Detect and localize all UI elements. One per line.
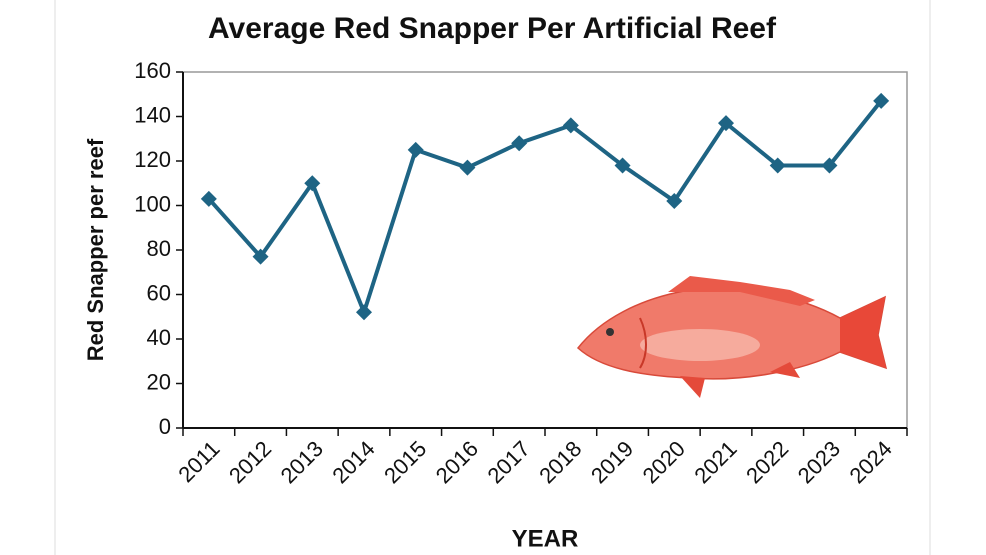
marker xyxy=(666,193,683,210)
marker xyxy=(304,175,321,192)
y-tick-label: 20 xyxy=(147,369,171,394)
y-tick-label: 120 xyxy=(134,147,171,172)
x-tick-label: 2018 xyxy=(534,436,586,488)
marker xyxy=(614,157,631,174)
x-tick-label: 2011 xyxy=(173,436,224,487)
x-tick-label: 2012 xyxy=(224,436,276,488)
marker xyxy=(200,190,217,207)
plot-area xyxy=(182,71,908,429)
marker xyxy=(511,135,528,152)
x-tick-label: 2022 xyxy=(741,436,793,488)
y-tick-label: 140 xyxy=(134,102,171,127)
y-tick-label: 60 xyxy=(147,280,171,305)
line xyxy=(207,99,883,315)
x-tick-label: 2016 xyxy=(431,436,483,488)
marker xyxy=(821,157,838,174)
y-tick-label: 160 xyxy=(134,58,171,83)
x-tick-label: 2015 xyxy=(379,436,431,488)
marker xyxy=(407,141,424,158)
x-axis-label: YEAR xyxy=(512,525,579,552)
marker xyxy=(873,92,890,109)
marker xyxy=(459,159,476,176)
y-tick-label: 80 xyxy=(147,236,171,261)
marker xyxy=(252,248,269,265)
y-tick-label: 0 xyxy=(159,414,171,439)
marker xyxy=(356,304,372,321)
marker xyxy=(562,117,579,134)
x-tick-label: 2014 xyxy=(327,436,379,488)
y-tick-label: 100 xyxy=(134,191,171,216)
y-axis-label: Red Snapper per reef xyxy=(83,138,108,361)
fish-illustration xyxy=(576,276,888,398)
marker xyxy=(769,157,786,174)
x-tick-label: 2024 xyxy=(844,436,896,488)
x-tick-label: 2019 xyxy=(586,436,638,488)
x-tick-label: 2017 xyxy=(482,436,534,488)
marker xyxy=(718,115,734,132)
x-tick-label: 2013 xyxy=(276,436,328,488)
x-tick-label: 2020 xyxy=(638,436,690,488)
x-tick-label: 2023 xyxy=(793,436,845,488)
y-tick-label: 40 xyxy=(147,325,171,350)
chart-title: Average Red Snapper Per Artificial Reef xyxy=(208,12,777,45)
x-tick-label: 2021 xyxy=(689,436,741,488)
